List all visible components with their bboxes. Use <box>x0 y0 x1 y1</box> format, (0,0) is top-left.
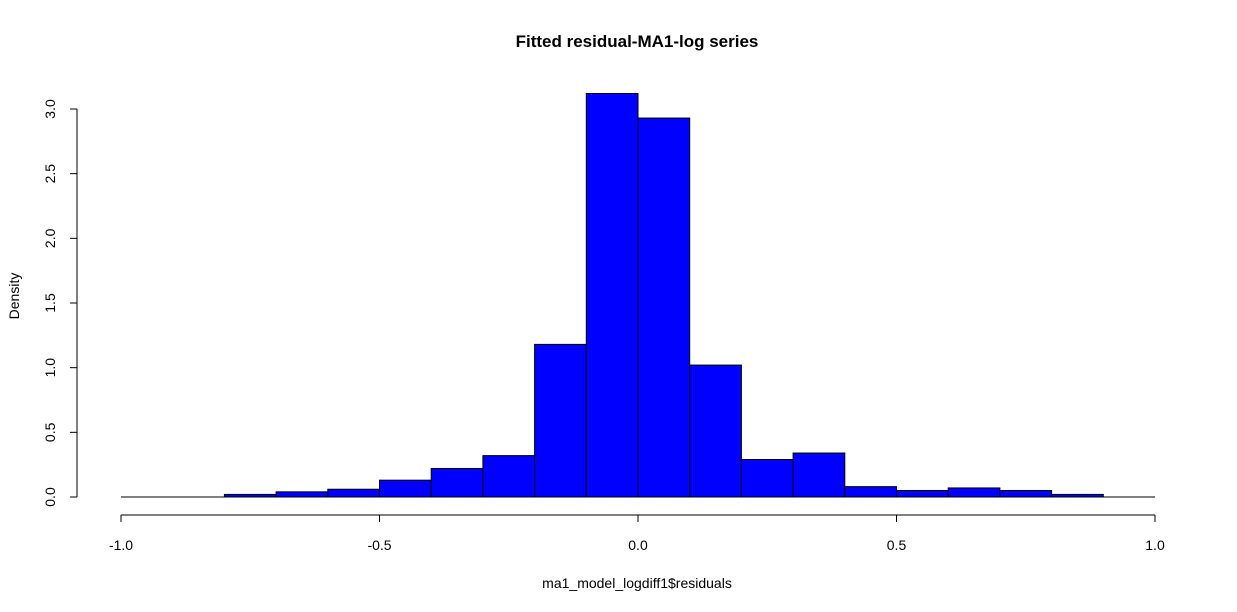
x-axis-label: ma1_model_logdiff1$residuals <box>542 575 732 591</box>
histogram-bar <box>585 92 639 498</box>
y-tick-label: 0.5 <box>42 422 58 442</box>
y-tick-label: 3.0 <box>42 99 58 119</box>
y-tick-label: 0.0 <box>42 487 58 507</box>
y-axis-label: Density <box>6 273 22 320</box>
histogram-bar <box>379 479 432 498</box>
histogram-bar <box>275 491 329 498</box>
histogram-bar <box>327 488 380 498</box>
y-tick-label: 2.5 <box>42 164 58 184</box>
x-tick-label: 1.0 <box>1145 537 1165 553</box>
y-axis: 0.0 0.5 1.0 1.5 2.0 2.5 3.0 <box>42 99 78 507</box>
histogram-bar <box>637 117 691 498</box>
histogram-bar <box>947 487 1001 498</box>
histogram-bar <box>896 490 949 498</box>
y-tick-label: 2.0 <box>42 228 58 248</box>
histogram-bar <box>792 452 846 498</box>
x-tick-label: -1.0 <box>109 537 133 553</box>
x-tick-label: 0.5 <box>887 537 907 553</box>
chart-title: Fitted residual-MA1-log series <box>516 32 759 51</box>
histogram-bar <box>689 364 742 498</box>
y-tick-label: 1.0 <box>42 358 58 378</box>
y-tick-label: 1.5 <box>42 293 58 313</box>
x-axis: -1.0 -0.5 0.0 0.5 1.0 <box>109 514 1165 553</box>
histogram-bar <box>999 490 1053 498</box>
histogram-bar <box>430 468 484 498</box>
x-tick-label: 0.0 <box>628 537 648 553</box>
histogram-bars <box>223 92 1104 498</box>
histogram-bar <box>844 486 897 498</box>
histogram-bar <box>740 458 794 498</box>
histogram-bar <box>482 455 536 498</box>
x-tick-label: -0.5 <box>367 537 391 553</box>
histogram-bar <box>534 343 587 498</box>
